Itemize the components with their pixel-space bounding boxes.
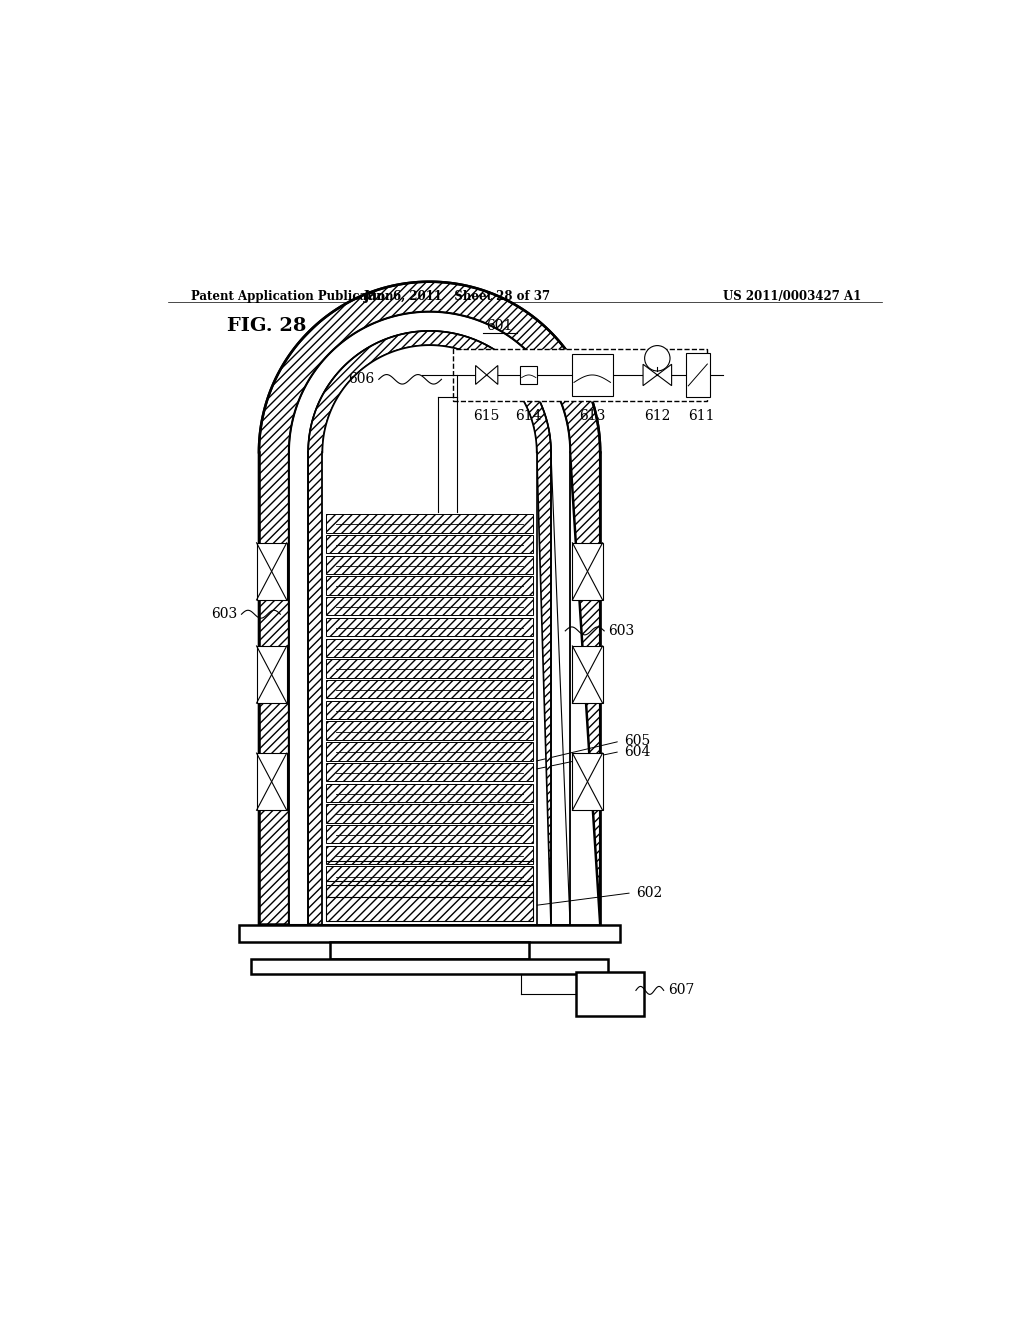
Bar [327,597,532,615]
Bar [327,866,532,884]
Bar [327,556,532,574]
Text: 603: 603 [211,607,238,622]
Polygon shape [643,364,672,385]
Bar [572,645,602,704]
Bar [327,825,532,843]
Text: 613: 613 [579,409,605,422]
Text: 612: 612 [644,409,671,422]
Text: 615: 615 [473,409,500,422]
Text: 602: 602 [636,886,663,900]
Polygon shape [323,346,537,924]
Bar [686,354,710,397]
Bar [327,742,532,760]
Text: Jan. 6, 2011   Sheet 28 of 37: Jan. 6, 2011 Sheet 28 of 37 [364,289,551,302]
Text: Patent Application Publication: Patent Application Publication [191,289,394,302]
Bar [327,763,532,781]
Bar [327,804,532,822]
Bar [327,866,532,884]
Bar [327,680,532,698]
Polygon shape [486,366,498,384]
Bar [327,884,532,920]
Bar [327,515,532,532]
Bar [257,645,287,704]
Bar [327,763,532,781]
Bar [327,639,532,657]
Bar [327,597,532,615]
Bar [327,884,532,920]
Text: 605: 605 [624,734,650,748]
Bar [327,618,532,636]
Bar [437,397,458,512]
Bar [327,659,532,677]
Bar [327,535,532,553]
Bar [327,639,532,657]
Bar [327,742,532,760]
Bar [327,804,532,822]
Bar [327,556,532,574]
Bar [327,515,532,532]
Bar [327,618,532,636]
Text: 604: 604 [624,744,650,759]
Bar [327,722,532,739]
Bar [327,701,532,719]
Bar [520,366,538,384]
Circle shape [645,346,670,371]
Bar [454,350,708,401]
Bar [257,543,287,599]
Bar [327,784,532,803]
Text: 611: 611 [688,409,715,422]
Bar [327,846,532,865]
Bar [327,784,532,803]
Bar [577,972,644,1016]
Bar [327,722,532,739]
Text: 606: 606 [348,372,374,387]
Bar [327,825,532,843]
Bar [572,543,602,599]
Bar [571,354,613,396]
Bar [251,960,608,974]
Bar [327,701,532,719]
Bar [327,846,532,865]
Bar [257,754,287,810]
Polygon shape [289,312,570,924]
Text: FIG. 28: FIG. 28 [227,317,306,335]
Bar [331,942,528,960]
Polygon shape [475,366,486,384]
Bar [327,680,532,698]
Polygon shape [308,331,551,924]
Bar [327,577,532,595]
Text: 614: 614 [515,409,542,422]
Bar [240,924,621,942]
Bar [327,535,532,553]
Bar [327,577,532,595]
Bar [327,659,532,677]
Text: 603: 603 [608,624,635,638]
Bar [572,754,602,810]
Text: US 2011/0003427 A1: US 2011/0003427 A1 [723,289,861,302]
Polygon shape [259,281,600,924]
Text: 601: 601 [486,319,513,333]
Text: 607: 607 [668,983,694,998]
